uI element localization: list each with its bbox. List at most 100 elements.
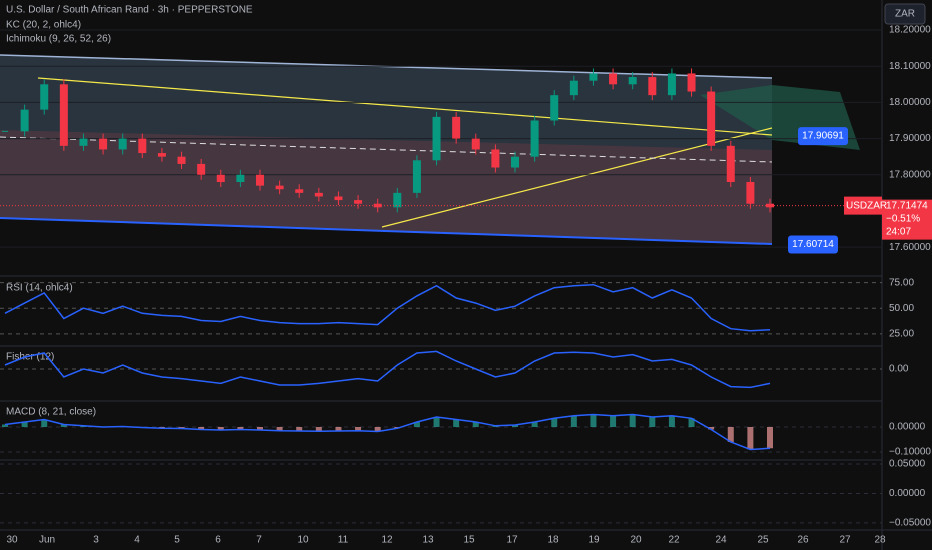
macd-bar: [629, 414, 636, 427]
candle: [687, 73, 696, 92]
date-label: 5: [174, 535, 180, 546]
macd-bar: [512, 425, 518, 427]
last-tag-label: −0.51%: [886, 213, 920, 224]
price-tick-label: 18.00000: [889, 97, 931, 108]
indicator-label: KC (20, 2, ohlc4): [6, 20, 81, 31]
macd-bar: [727, 427, 734, 442]
last-tag-label: USDZAR: [846, 200, 887, 211]
macd-bar: [335, 427, 342, 431]
candle: [99, 138, 108, 150]
candle: [667, 73, 676, 96]
candle: [452, 116, 461, 139]
date-label: 18: [547, 535, 559, 546]
price-tag: [788, 235, 838, 254]
candle: [471, 138, 480, 150]
date-label: 6: [215, 535, 221, 546]
macd-bar: [472, 422, 479, 427]
macd-bar: [453, 419, 460, 427]
date-label: 24: [715, 535, 727, 546]
indicator-line: [4, 350, 771, 389]
candle: [40, 84, 49, 110]
candle: [138, 138, 147, 154]
pane-tick-label: 50.00: [889, 303, 914, 314]
trend-line: [37, 77, 773, 136]
candle: [569, 80, 578, 96]
date-label: 13: [422, 535, 434, 546]
pane-tick-label: −0.05000: [889, 518, 931, 529]
candle: [334, 196, 343, 201]
candle: [707, 91, 716, 146]
mid-line: [0, 136, 773, 163]
date-label: Jun: [39, 535, 55, 546]
pane-label: RSI (14, ohlc4): [6, 283, 73, 294]
candle: [20, 109, 29, 132]
last-tag: [844, 196, 882, 215]
currency-button[interactable]: [884, 3, 926, 25]
macd-bar: [2, 424, 8, 427]
candle: [589, 73, 598, 81]
candle: [314, 192, 323, 197]
last-tag-label: 24:07: [886, 226, 911, 237]
date-label: 30: [6, 535, 18, 546]
pane-tick-label: 0.00000: [889, 488, 926, 499]
candle: [157, 153, 166, 157]
macd-bar: [198, 427, 205, 430]
indicator-label: Ichimoku (9, 26, 52, 26): [6, 34, 111, 45]
pane-tick-label: 0.00: [889, 364, 909, 375]
date-label: 19: [588, 535, 600, 546]
cloud-area: [0, 130, 772, 244]
candle: [118, 138, 127, 150]
macd-bar: [747, 427, 754, 450]
pane-tick-label: 25.00: [889, 328, 914, 339]
candle: [511, 156, 519, 168]
macd-bar: [570, 415, 577, 427]
price-tick-label: 18.20000: [889, 25, 931, 36]
candle: [79, 138, 88, 146]
candle: [197, 163, 206, 175]
candle: [491, 149, 500, 168]
candle: [256, 174, 264, 186]
macd-bar: [60, 424, 67, 427]
candle: [216, 174, 225, 183]
candle: [295, 189, 304, 193]
date-label: 20: [630, 535, 642, 546]
title: U.S. Dollar / South African Rand · 3h · …: [6, 5, 253, 16]
candle: [550, 95, 559, 121]
candle: [609, 73, 618, 85]
macd-bar: [315, 427, 322, 432]
currency-button-label[interactable]: ZAR: [895, 9, 915, 20]
date-label: 22: [668, 535, 680, 546]
macd-bar: [551, 418, 558, 427]
date-label: 7: [256, 535, 262, 546]
macd-bar: [649, 417, 656, 427]
candle: [746, 182, 755, 204]
candle: [726, 145, 735, 183]
macd-bar: [21, 422, 28, 427]
date-label: 17: [506, 535, 518, 546]
macd-bar: [413, 422, 420, 427]
macd-bar: [610, 415, 617, 427]
indicator-line: [4, 283, 771, 332]
price-tag-label: 17.60714: [792, 239, 834, 250]
price-tag: [798, 127, 848, 146]
candle: [354, 200, 363, 204]
macd-bar: [217, 427, 224, 430]
candle: [628, 77, 637, 85]
last-tag: [882, 199, 932, 240]
macd-bar: [767, 427, 773, 449]
pane-label: MACD (8, 21, close): [6, 407, 96, 418]
macd-bar: [374, 427, 381, 432]
price-tick-label: 17.80000: [889, 169, 931, 180]
candle: [59, 84, 68, 146]
date-label: 25: [757, 535, 769, 546]
macd-bar: [276, 427, 283, 431]
macd-bar: [708, 427, 715, 430]
date-label: 10: [297, 535, 309, 546]
macd-bar: [41, 419, 48, 427]
macd-bar: [237, 427, 244, 430]
pane-label: Fisher (12): [6, 352, 54, 363]
date-label: 3: [93, 535, 99, 546]
macd-bar: [531, 422, 538, 427]
date-label: 27: [839, 535, 851, 546]
